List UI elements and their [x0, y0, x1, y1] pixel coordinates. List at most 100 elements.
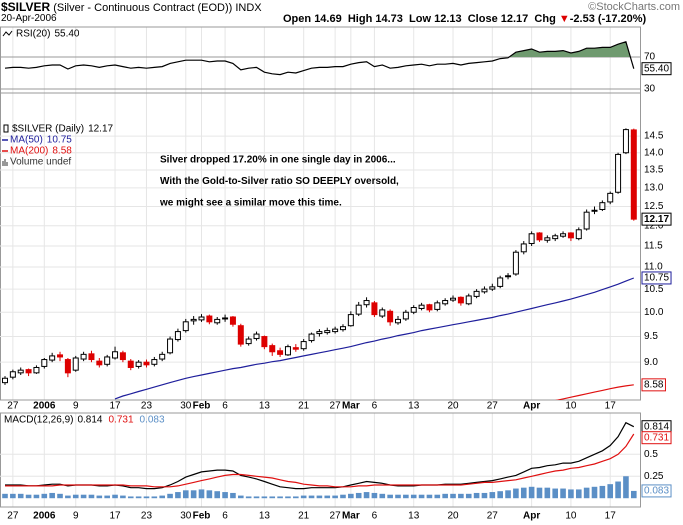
legend-value: 8.58 — [52, 146, 72, 157]
candle-body — [96, 360, 103, 366]
x-tick-label: 27 — [7, 401, 19, 412]
histogram-bar — [473, 492, 480, 499]
legend-value: 55.40 — [54, 29, 79, 40]
histogram-bar — [41, 493, 48, 499]
histogram-bar — [293, 496, 299, 499]
x-tick-label: 27 — [487, 401, 499, 412]
candle-body — [41, 359, 48, 367]
histogram-bar — [465, 493, 472, 499]
histogram-bar — [238, 495, 244, 499]
x-tick-label: 20 — [447, 401, 459, 412]
histogram-bar — [599, 485, 606, 499]
x-tick-label: 2006 — [33, 511, 56, 522]
ohlc-summary: Open 14.69 High 14.73 Low 12.13 Close 12… — [283, 13, 646, 25]
candle-body — [269, 345, 276, 353]
legend-name: RSI(20) — [16, 29, 50, 40]
histogram-bar — [206, 490, 213, 499]
volume-label: Volume undef — [10, 157, 71, 168]
histogram-bar — [544, 487, 551, 499]
histogram-bar — [143, 496, 150, 499]
x-tick-label: Apr — [523, 401, 540, 412]
candle-body — [473, 290, 480, 297]
y-tick-label: 13.0 — [644, 183, 664, 194]
panel-frame — [0, 92, 641, 401]
candle-body — [292, 347, 299, 350]
legend-icon — [2, 30, 13, 37]
histogram-bar — [182, 490, 189, 499]
candle-body — [88, 353, 95, 361]
y-tick-label: 11.0 — [644, 262, 663, 273]
candle-body — [229, 316, 236, 325]
header-title: $SILVER (Silver - Continuous Contract (E… — [1, 0, 262, 14]
histogram-bar — [395, 494, 401, 499]
source: ©StockCharts.com — [588, 1, 680, 13]
histogram-bar — [324, 495, 331, 499]
legend-icon — [2, 159, 8, 166]
histogram-bar — [591, 486, 598, 499]
histogram-bar — [316, 495, 323, 499]
candle-body — [418, 304, 425, 309]
candle-body — [119, 352, 126, 361]
line — [4, 41, 635, 76]
histogram-bar — [513, 488, 519, 499]
x-tick-label: 20 — [447, 511, 459, 522]
histogram-bar — [72, 494, 79, 499]
annotation: we might see a similar move this time. — [159, 198, 342, 209]
x-tick-label: 17 — [109, 511, 121, 522]
x-tick-label: 21 — [298, 511, 310, 522]
histogram-bar — [151, 496, 158, 499]
candle-body — [371, 302, 378, 316]
candle-body — [64, 359, 71, 374]
candle-body — [481, 288, 488, 293]
candle-body — [174, 331, 181, 341]
x-tick-label: 13 — [259, 511, 271, 522]
x-tick-label: 30 — [180, 401, 192, 412]
histogram-bar — [214, 491, 221, 499]
histogram-bar — [245, 496, 252, 499]
x-tick-label: Mar — [342, 401, 360, 412]
candle-body — [442, 300, 449, 305]
histogram-bar — [332, 495, 338, 499]
legend-name: MA(50) — [10, 135, 43, 146]
histogram-bar — [410, 494, 417, 499]
histogram-bar — [65, 495, 71, 499]
histogram-bar — [167, 493, 173, 499]
candle-body — [379, 309, 386, 317]
value: 12.13 — [434, 13, 462, 25]
legend-value: 0.731 — [109, 415, 134, 426]
candle-body — [528, 233, 535, 245]
moving-average — [555, 384, 634, 400]
candle-body — [497, 277, 504, 287]
candle-body — [206, 315, 213, 323]
x-tick-label: Feb — [193, 401, 211, 412]
candle-body — [339, 326, 346, 331]
histogram-bar — [371, 492, 378, 499]
value-box-label: 10.75 — [644, 273, 669, 284]
candle-body — [222, 317, 229, 320]
candle-body — [49, 355, 56, 361]
candle-body — [72, 357, 79, 371]
x-tick-label: 17 — [605, 511, 617, 522]
histogram-bar — [403, 494, 409, 499]
x-tick-label: 10 — [565, 401, 577, 412]
x-tick-label: 10 — [565, 511, 577, 522]
histogram-bar — [57, 493, 63, 499]
histogram-bar — [261, 496, 268, 499]
y-tick-label: 14.0 — [644, 147, 664, 158]
candle-body — [316, 331, 323, 335]
x-tick-label: 27 — [330, 511, 342, 522]
legend-value: 12.17 — [88, 124, 113, 135]
histogram-bar — [552, 488, 558, 499]
value: 14.73 — [375, 13, 403, 25]
annotation: Silver dropped 17.20% in one single day … — [160, 155, 396, 166]
value-box — [641, 271, 672, 285]
candle-body — [127, 360, 134, 368]
candle-body — [465, 295, 472, 305]
histogram-bar — [458, 493, 464, 499]
candle-body — [33, 366, 40, 374]
candle-body — [489, 286, 496, 290]
histogram-bar — [269, 496, 276, 499]
value: (-17.20%) — [597, 13, 647, 25]
y-tick-label: 0.25 — [644, 471, 664, 482]
